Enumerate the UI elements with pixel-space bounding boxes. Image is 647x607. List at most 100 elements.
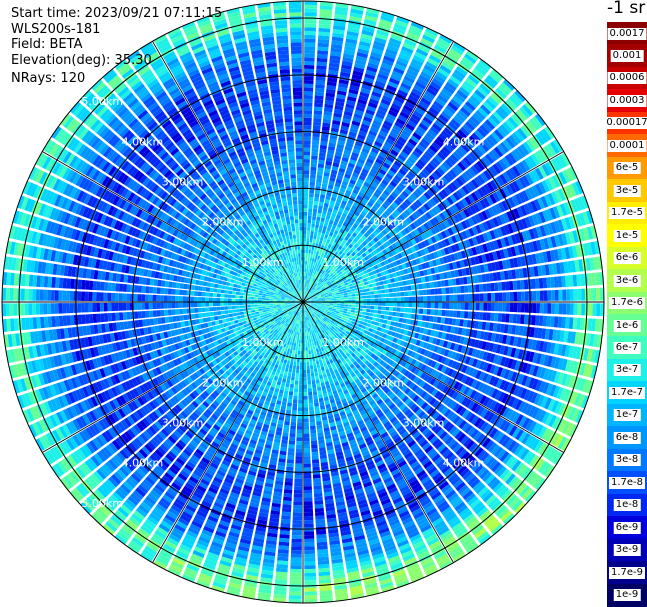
beta-sector	[384, 288, 390, 293]
beta-sector	[551, 158, 561, 171]
beta-sector	[432, 196, 440, 205]
beta-sector	[373, 221, 380, 228]
beta-sector	[286, 406, 292, 411]
beta-sector	[360, 33, 373, 40]
beta-sector	[490, 262, 497, 272]
beta-sector	[575, 213, 583, 227]
beta-sector	[467, 217, 475, 227]
beta-sector	[408, 214, 416, 222]
beta-sector	[495, 108, 507, 120]
beta-sector	[350, 217, 356, 223]
beta-sector	[404, 144, 413, 153]
beta-sector	[298, 339, 301, 344]
beta-sector	[418, 122, 429, 131]
beta-sector	[305, 249, 309, 254]
beta-sector	[411, 87, 423, 97]
beta-sector	[405, 159, 414, 167]
beta-sector	[356, 52, 369, 59]
beta-sector	[332, 293, 337, 296]
beta-sector	[386, 197, 394, 204]
beta-sector	[386, 113, 397, 121]
beta-sector	[303, 204, 308, 209]
beta-sector	[512, 314, 518, 324]
beta-sector	[307, 268, 310, 273]
beta-sector	[303, 290, 305, 295]
beta-sector	[458, 174, 467, 185]
beta-sector	[310, 253, 313, 258]
beta-sector	[433, 251, 439, 259]
beta-sector	[463, 156, 472, 167]
beta-sector	[378, 276, 383, 282]
beta-sector	[369, 185, 377, 192]
beta-sector	[440, 221, 447, 230]
beta-sector	[375, 137, 385, 145]
beta-sector	[400, 151, 409, 159]
beta-sector	[451, 278, 457, 286]
beta-sector	[366, 268, 372, 273]
beta-sector	[369, 233, 376, 239]
beta-sector	[340, 262, 345, 267]
beta-sector	[315, 379, 320, 384]
beta-sector	[314, 91, 325, 97]
beta-sector	[350, 155, 358, 162]
beta-sector	[388, 311, 393, 316]
beta-sector	[343, 49, 355, 56]
beta-sector	[314, 254, 318, 259]
beta-sector	[323, 175, 329, 181]
beta-sector	[379, 182, 387, 189]
beta-sector	[434, 205, 442, 214]
beta-sector	[346, 289, 351, 293]
beta-sector	[341, 60, 353, 67]
beta-sector	[310, 227, 315, 232]
beta-sector	[295, 448, 303, 453]
beta-sector	[440, 239, 447, 248]
beta-sector	[355, 305, 360, 308]
beta-sector	[437, 309, 442, 316]
beta-sector	[297, 331, 300, 336]
beta-sector	[405, 72, 417, 81]
beta-sector	[303, 125, 312, 130]
beta-sector	[303, 410, 309, 415]
beta-sector	[573, 288, 578, 301]
beta-sector	[310, 299, 315, 301]
beta-sector	[408, 28, 422, 37]
beta-sector	[351, 294, 356, 297]
beta-sector	[327, 223, 333, 229]
beta-sector	[316, 65, 327, 70]
beta-sector	[287, 402, 292, 407]
beta-sector	[326, 226, 331, 232]
beta-sector	[361, 258, 366, 263]
beta-sector	[346, 224, 352, 230]
beta-sector	[396, 292, 401, 297]
beta-sector	[355, 257, 361, 262]
beta-sector	[303, 136, 311, 141]
beta-sector	[327, 275, 331, 280]
beta-sector	[339, 273, 344, 278]
beta-sector	[303, 429, 310, 434]
beta-sector	[429, 218, 437, 227]
beta-sector	[560, 247, 567, 260]
beta-sector	[368, 130, 378, 137]
beta-sector	[492, 163, 502, 175]
beta-sector	[311, 265, 315, 270]
beta-sector	[357, 134, 366, 141]
beta-sector	[411, 290, 416, 296]
beta-sector	[316, 54, 328, 59]
beta-sector	[466, 276, 472, 284]
beta-sector	[316, 216, 321, 221]
beta-sector	[363, 298, 367, 302]
beta-sector	[424, 113, 435, 122]
beta-sector	[340, 304, 345, 307]
beta-sector	[386, 279, 392, 284]
beta-sector	[361, 285, 366, 290]
beta-sector	[364, 112, 374, 120]
beta-sector	[358, 237, 364, 244]
beta-sector	[360, 220, 367, 226]
beta-sector	[538, 130, 549, 144]
beta-sector	[343, 306, 348, 309]
beta-sector	[361, 147, 370, 154]
beta-sector	[311, 147, 319, 153]
beta-sector	[506, 98, 518, 110]
beta-sector	[439, 212, 446, 221]
beta-sector	[361, 289, 367, 293]
